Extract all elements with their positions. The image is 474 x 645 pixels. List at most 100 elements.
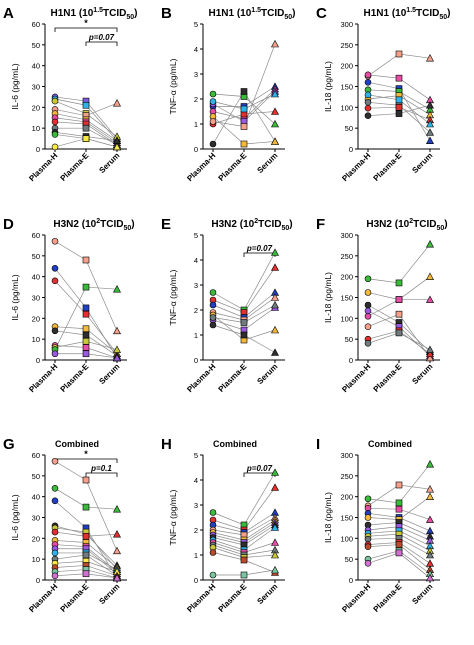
panel-title: H1N1 (101.5TCID50) (50, 7, 137, 21)
y-tick-label: 1 (194, 551, 198, 560)
panel-title: Combined (55, 439, 99, 449)
serum-point (425, 349, 435, 358)
y-tick-label: 3 (194, 501, 198, 510)
serum-point (270, 300, 280, 309)
y-tick-label: 150 (340, 514, 353, 523)
significance-label: p=0.07 (88, 33, 115, 42)
serum-point (270, 137, 280, 145)
y-tick-label: 0 (349, 576, 353, 585)
serum-point (425, 460, 435, 468)
serum-point (112, 142, 122, 151)
plasma-e-point (395, 96, 403, 104)
serum-point (425, 353, 435, 362)
x-tick-label: Plasma-E (59, 151, 91, 183)
panel-letter: A (3, 5, 14, 22)
y-tick-label: 0 (36, 356, 40, 365)
x-tick-label: Serum (410, 151, 434, 175)
plasma-h-point (364, 289, 372, 296)
panel-title: H1N1 (101.5TCID50) (208, 7, 295, 21)
bracket-line (85, 472, 118, 477)
panel-letter: B (161, 5, 172, 22)
plasma-h-point (51, 572, 59, 580)
serum-point (270, 538, 280, 546)
x-tick-label: Serum (410, 582, 434, 606)
y-tick-label: 300 (340, 451, 353, 460)
plasma-e-point (82, 344, 90, 351)
plasma-h-point (209, 90, 217, 98)
y-tick-label: 0 (194, 145, 198, 154)
bracket-line (85, 41, 118, 46)
plasma-e-point (240, 105, 248, 113)
serum-point (425, 295, 435, 303)
serum-point (270, 263, 280, 271)
plasma-e-point (82, 503, 90, 511)
plasma-h-point (364, 323, 372, 330)
y-tick-label: 30 (32, 83, 40, 92)
y-axis-label: IL-18 (pg/mL) (323, 61, 333, 112)
plasma-e-point (395, 481, 403, 489)
subject-line (212, 267, 276, 313)
plasma-h-point (51, 143, 59, 151)
y-tick-label: 100 (340, 103, 353, 112)
bracket-line (243, 472, 276, 477)
serum-point (425, 101, 435, 109)
plasma-e-point (82, 325, 90, 333)
plasma-e-point (82, 310, 90, 318)
plasma-e-point (240, 123, 248, 130)
x-tick-label: Plasma-H (340, 582, 372, 614)
plasma-e-point (395, 499, 403, 507)
y-tick-label: 60 (32, 20, 40, 29)
y-tick-label: 300 (340, 20, 353, 29)
significance-bracket: p=0.07 (243, 464, 276, 477)
y-tick-label: 0 (36, 145, 40, 154)
panel-letter: F (316, 216, 325, 233)
serum-point (112, 573, 122, 582)
significance-label: * (84, 449, 88, 459)
plasma-h-point (51, 277, 59, 285)
plasma-h-point (364, 79, 372, 86)
x-tick-label: Plasma-H (185, 151, 217, 183)
y-tick-label: 150 (340, 83, 353, 92)
y-axis-label: IL-18 (pg/mL) (323, 492, 333, 543)
plasma-h-point (51, 528, 59, 536)
significance-label: p=0.07 (246, 464, 273, 473)
y-tick-label: 100 (340, 314, 353, 323)
x-tick-label: Serum (97, 582, 121, 606)
y-tick-label: 1 (194, 331, 198, 340)
plasma-e-point (240, 571, 248, 579)
x-tick-label: Plasma-E (59, 582, 91, 614)
plasma-e-point (395, 50, 403, 58)
plasma-h-point (51, 97, 59, 105)
plasma-h-point (364, 71, 372, 79)
plasma-h-point (51, 485, 59, 492)
plasma-e-point (395, 310, 403, 318)
y-tick-label: 300 (340, 231, 353, 240)
significance-label: * (84, 18, 88, 28)
y-tick-label: 20 (32, 103, 40, 112)
plasma-h-point (364, 99, 372, 106)
serum-point (425, 136, 435, 144)
serum-point (425, 119, 435, 128)
serum-point (270, 39, 280, 48)
plasma-e-point (240, 556, 248, 564)
plasma-e-point (395, 505, 403, 513)
serum-point (270, 325, 280, 334)
plasma-e-point (395, 279, 403, 287)
significance-bracket: p=0.07 (85, 33, 118, 46)
y-tick-label: 4 (194, 476, 198, 485)
plasma-h-point (364, 340, 372, 347)
plasma-h-point (209, 301, 217, 309)
x-tick-label: Plasma-E (217, 151, 249, 183)
x-tick-label: Serum (97, 362, 121, 386)
plasma-e-point (82, 283, 90, 291)
y-tick-label: 40 (32, 493, 40, 502)
panel-title: H1N1 (101.5TCID50) (363, 7, 450, 21)
y-tick-label: 10 (32, 124, 40, 133)
y-tick-label: 200 (340, 62, 353, 71)
x-tick-label: Plasma-E (372, 582, 404, 614)
serum-point (270, 468, 280, 476)
y-tick-label: 50 (32, 472, 40, 481)
y-tick-label: 0 (194, 576, 198, 585)
x-tick-label: Plasma-E (59, 362, 91, 394)
y-axis-label: IL-18 (pg/mL) (323, 272, 333, 323)
